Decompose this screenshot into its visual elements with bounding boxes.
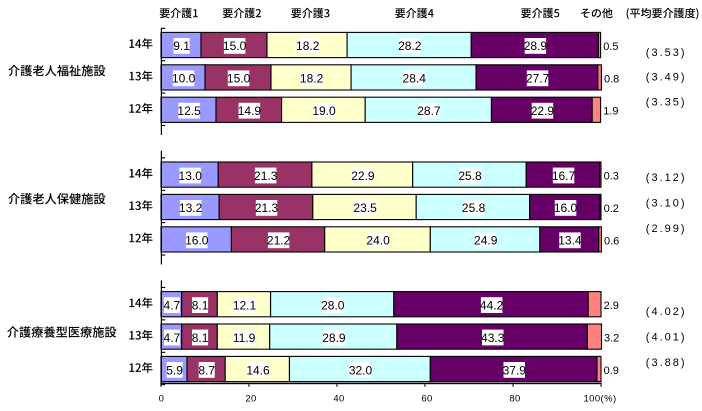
svg-text:28.4: 28.4 bbox=[403, 72, 427, 86]
svg-text:18.2: 18.2 bbox=[300, 72, 324, 86]
svg-text:(2.99): (2.99) bbox=[646, 223, 687, 235]
svg-text:3.2: 3.2 bbox=[604, 333, 619, 345]
svg-text:5.9: 5.9 bbox=[166, 363, 183, 377]
svg-text:(3.12): (3.12) bbox=[646, 172, 687, 184]
svg-text:4.7: 4.7 bbox=[164, 299, 181, 313]
svg-text:(4.02): (4.02) bbox=[646, 306, 687, 318]
svg-text:21.3: 21.3 bbox=[254, 169, 278, 183]
svg-text:(3.10): (3.10) bbox=[646, 198, 687, 210]
svg-text:23.5: 23.5 bbox=[353, 201, 377, 215]
svg-text:0: 0 bbox=[159, 393, 165, 404]
svg-text:0.2: 0.2 bbox=[604, 203, 619, 215]
svg-text:28.9: 28.9 bbox=[322, 331, 346, 345]
svg-text:28.2: 28.2 bbox=[398, 39, 422, 53]
svg-text:24.9: 24.9 bbox=[474, 234, 498, 248]
svg-text:43.3: 43.3 bbox=[481, 331, 505, 345]
svg-text:14.9: 14.9 bbox=[238, 104, 262, 118]
svg-text:15.0: 15.0 bbox=[223, 39, 247, 53]
svg-text:12.5: 12.5 bbox=[177, 104, 201, 118]
svg-text:22.9: 22.9 bbox=[531, 104, 555, 118]
svg-text:21.3: 21.3 bbox=[255, 201, 279, 215]
svg-text:15.0: 15.0 bbox=[227, 72, 251, 86]
svg-text:8.1: 8.1 bbox=[192, 299, 209, 313]
svg-text:22.9: 22.9 bbox=[351, 169, 375, 183]
svg-text:13.0: 13.0 bbox=[179, 169, 203, 183]
svg-text:25.8: 25.8 bbox=[458, 169, 482, 183]
svg-text:18.2: 18.2 bbox=[296, 39, 320, 53]
svg-text:9.1: 9.1 bbox=[173, 39, 190, 53]
svg-text:80: 80 bbox=[509, 393, 520, 404]
svg-text:100(%): 100(%) bbox=[583, 393, 616, 404]
svg-text:0.6: 0.6 bbox=[604, 235, 619, 247]
svg-text:28.9: 28.9 bbox=[524, 39, 548, 53]
svg-text:32.0: 32.0 bbox=[349, 363, 373, 377]
svg-text:1.9: 1.9 bbox=[603, 106, 618, 118]
svg-text:(4.01): (4.01) bbox=[646, 331, 687, 343]
svg-text:0.3: 0.3 bbox=[604, 171, 619, 183]
svg-text:44.2: 44.2 bbox=[480, 299, 504, 313]
svg-text:(3.53): (3.53) bbox=[646, 47, 687, 59]
svg-text:27.7: 27.7 bbox=[526, 72, 550, 86]
svg-text:(3.88): (3.88) bbox=[646, 357, 687, 369]
svg-text:20: 20 bbox=[245, 393, 256, 404]
svg-text:40: 40 bbox=[333, 393, 344, 404]
svg-text:8.7: 8.7 bbox=[198, 363, 215, 377]
svg-text:16.0: 16.0 bbox=[554, 201, 578, 215]
svg-text:24.0: 24.0 bbox=[366, 234, 390, 248]
svg-text:2.9: 2.9 bbox=[604, 300, 619, 312]
svg-text:19.0: 19.0 bbox=[312, 104, 336, 118]
svg-text:4.7: 4.7 bbox=[164, 331, 181, 345]
svg-text:(3.35): (3.35) bbox=[646, 96, 687, 108]
svg-text:12.1: 12.1 bbox=[233, 299, 257, 313]
svg-text:28.0: 28.0 bbox=[321, 299, 345, 313]
svg-text:37.9: 37.9 bbox=[503, 363, 527, 377]
svg-text:0.8: 0.8 bbox=[604, 73, 619, 85]
svg-text:(3.49): (3.49) bbox=[646, 72, 687, 84]
svg-text:16.0: 16.0 bbox=[185, 234, 209, 248]
svg-text:13.2: 13.2 bbox=[179, 201, 203, 215]
svg-text:0.5: 0.5 bbox=[603, 41, 618, 53]
svg-text:21.2: 21.2 bbox=[267, 234, 291, 248]
svg-text:25.8: 25.8 bbox=[462, 201, 486, 215]
svg-text:28.7: 28.7 bbox=[417, 104, 441, 118]
svg-text:16.7: 16.7 bbox=[552, 169, 576, 183]
svg-text:14.6: 14.6 bbox=[246, 363, 270, 377]
svg-text:0.9: 0.9 bbox=[604, 365, 619, 377]
svg-text:13.4: 13.4 bbox=[558, 234, 582, 248]
svg-text:11.9: 11.9 bbox=[233, 331, 256, 345]
svg-text:8.1: 8.1 bbox=[192, 331, 209, 345]
svg-text:10.0: 10.0 bbox=[172, 72, 196, 86]
svg-text:60: 60 bbox=[421, 393, 432, 404]
